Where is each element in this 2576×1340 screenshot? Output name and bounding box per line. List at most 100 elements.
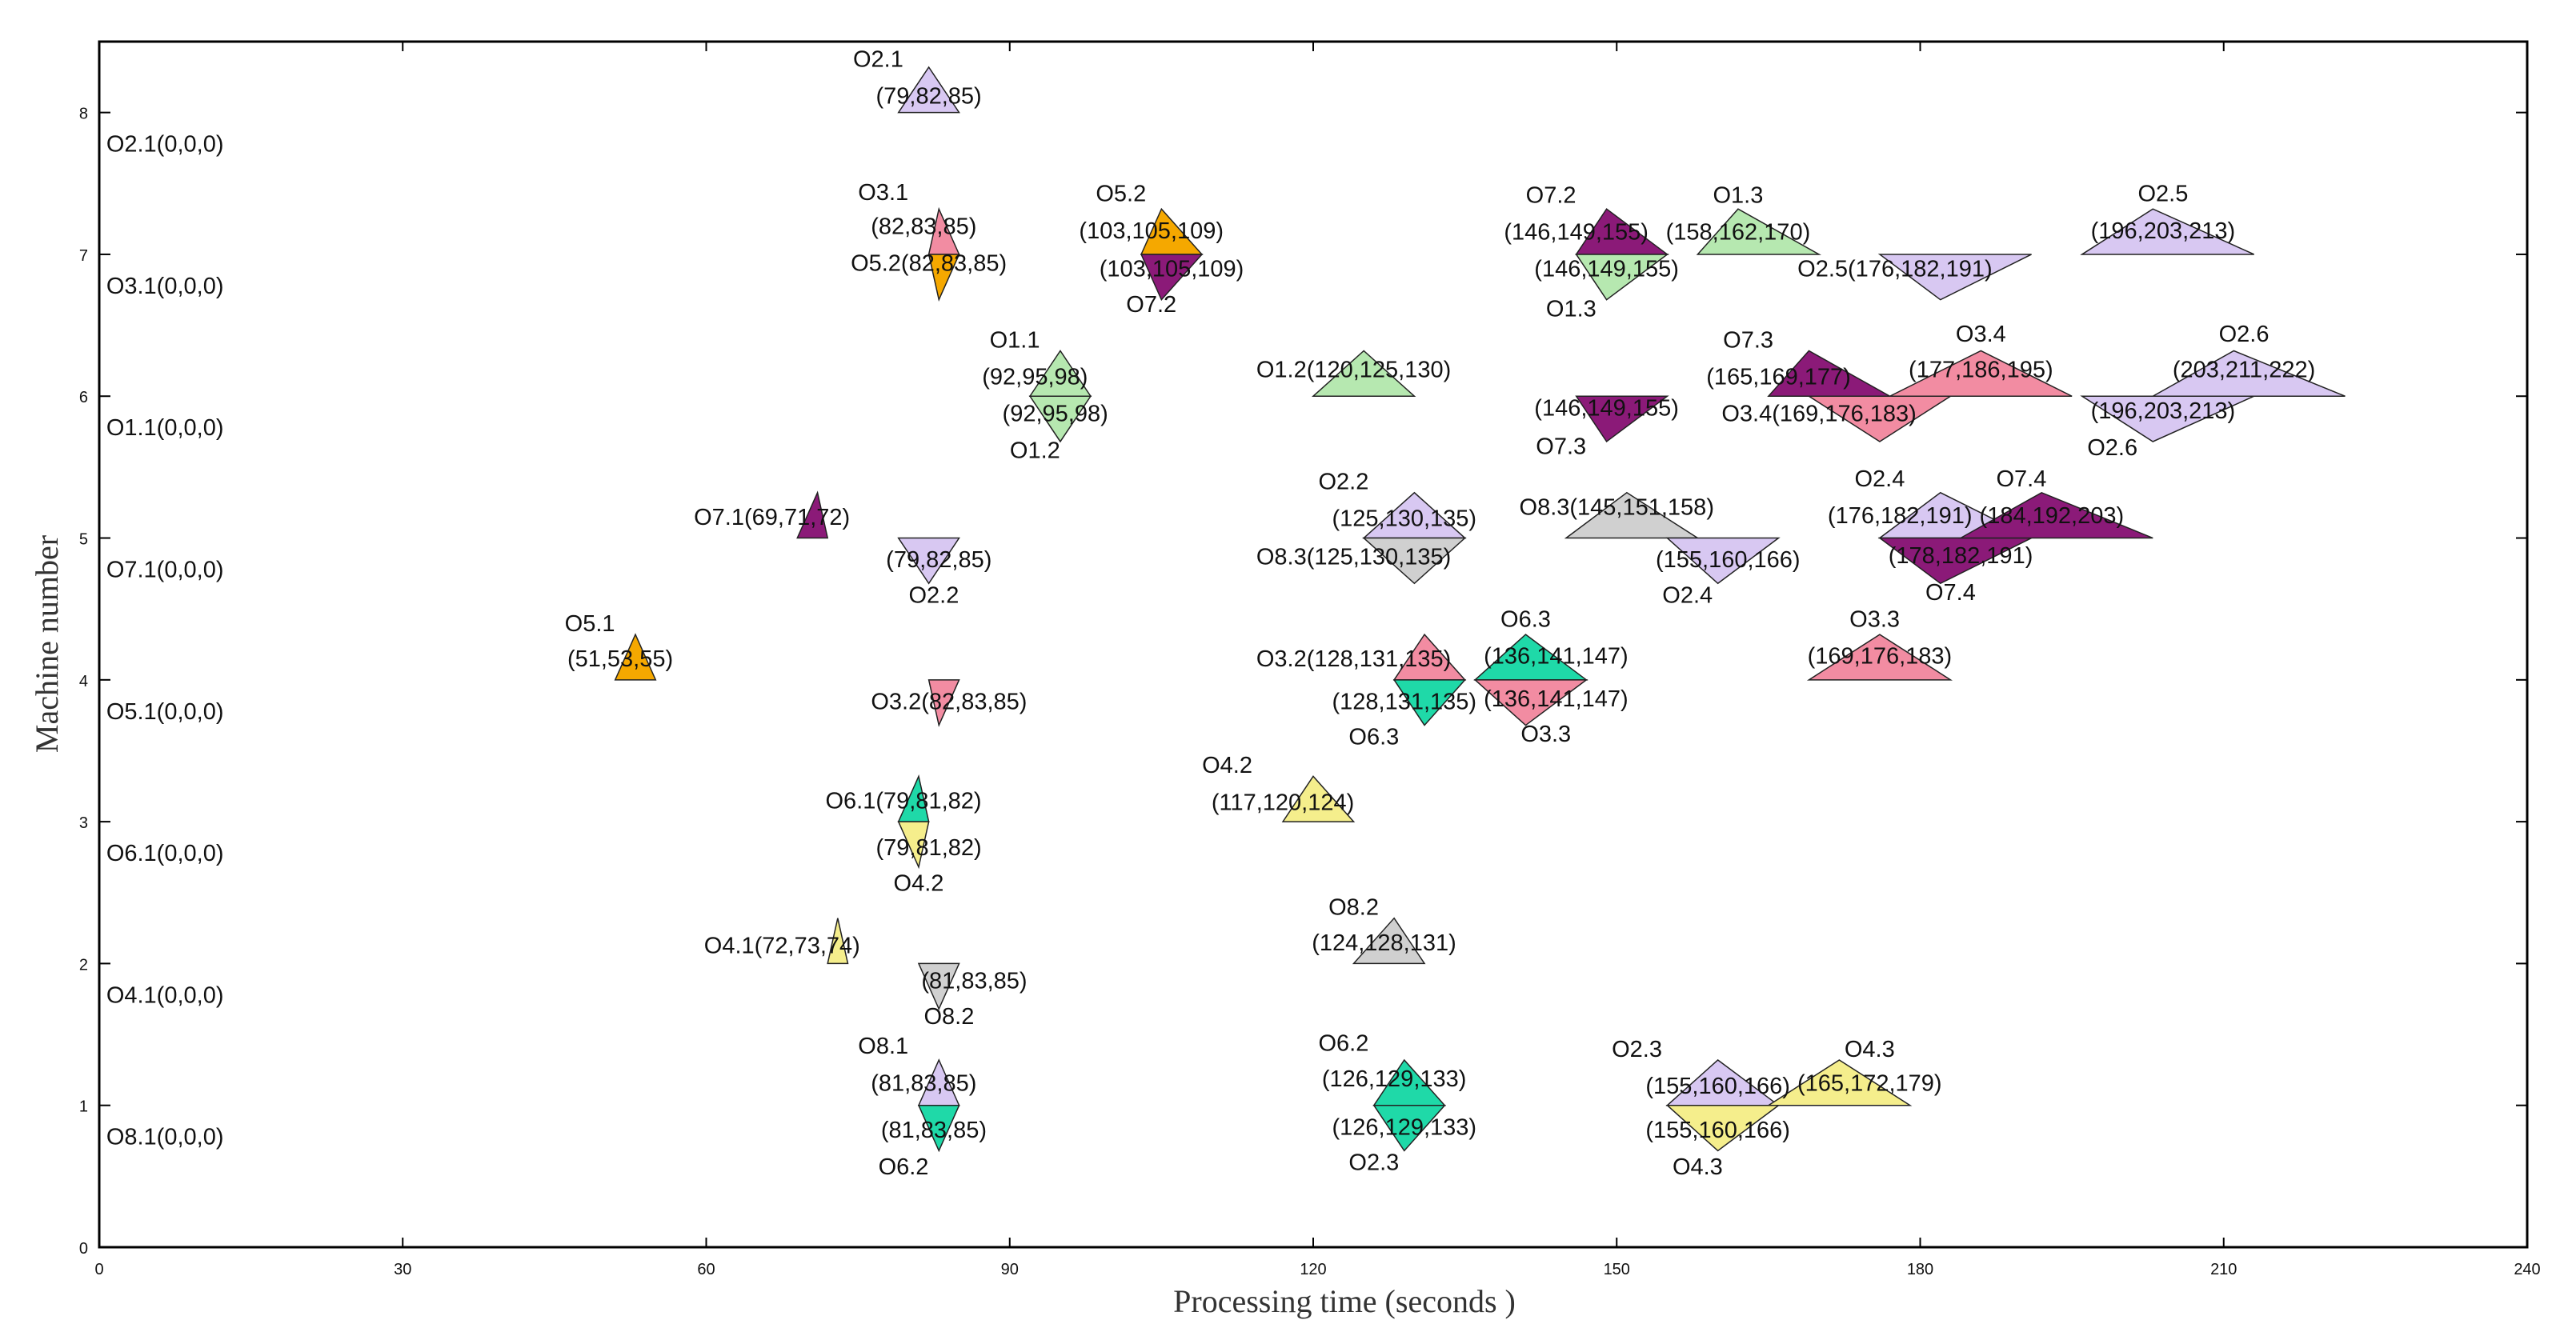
fuzzy-op-o3-2-down-29: [927, 679, 960, 727]
annotation-label: (178,182,191): [1889, 543, 2033, 569]
fuzzy-op-o2-4-down-24: [1665, 537, 1781, 585]
annotation-label: O7.2: [1526, 182, 1576, 208]
annotation-label: O6.2: [879, 1154, 929, 1180]
annotation-label: O2.1: [853, 46, 903, 72]
fuzzy-op-o8-3-down-22: [1362, 537, 1467, 585]
annotation-label: (128,131,135): [1332, 689, 1476, 714]
annotation-label: O2.5: [2137, 182, 2188, 207]
annotation-label: (117,120,124): [1212, 790, 1354, 815]
annotation-label: (155,160,166): [1645, 1118, 1790, 1143]
fuzzy-op-o6-3-down-31: [1392, 679, 1467, 726]
fuzzy-op-o8-2-up-40: [1352, 917, 1426, 965]
fuzzy-op-o8-3-up-23: [1564, 491, 1700, 539]
annotation-label: (196,203,213): [2091, 218, 2236, 244]
annotation-label: O7.4: [1996, 466, 2046, 492]
annotation-label: O5.1: [565, 611, 615, 637]
x-tick-label-0: 0: [94, 1261, 103, 1278]
annotation-label: O2.6: [2087, 435, 2137, 461]
annotation-label: O8.1(0,0,0): [106, 1125, 224, 1150]
fuzzy-op-o3-4-down-15: [1806, 395, 1953, 442]
annotation-label: (81,83,85): [921, 969, 1027, 994]
annotation-label: O8.2: [923, 1004, 974, 1030]
annotations: O2.1 (79,82,85) O2.1(0,0,0) O3.1 (82,83,85) O…: [106, 46, 2315, 1180]
axis-ticks: 0 30 60 90 120 150 180 210 240 0 1 2 3 4 5 6 7 8: [79, 42, 2541, 1278]
annotation-label: O4.2: [894, 870, 944, 896]
fuzzy-triangles: [614, 66, 2346, 1153]
annotation-label: O1.3: [1713, 182, 1764, 208]
fuzzy-op-o4-2-up-37: [1281, 775, 1356, 822]
annotation-label: (165,172,179): [1797, 1070, 1942, 1096]
y-tick-label-3: 3: [79, 814, 88, 832]
annotation-label: O2.6: [2219, 322, 2270, 347]
annotation-label: (176,182,191): [1828, 503, 1973, 529]
fuzzy-op-o4-3-up-47: [1766, 1059, 1913, 1106]
annotation-label: O3.4: [1956, 322, 2006, 347]
x-tick-label-60: 60: [697, 1261, 715, 1278]
x-tick-label-240: 240: [2514, 1261, 2540, 1278]
fuzzy-op-o4-2-down-36: [897, 821, 930, 870]
fuzzy-op-o2-2-down-20: [897, 537, 960, 585]
x-tick-label-30: 30: [394, 1261, 411, 1278]
annotation-label: O8.2: [1328, 894, 1379, 920]
annotation-label: (184,192,203): [1980, 503, 2125, 529]
annotation-label: O1.1: [990, 327, 1040, 353]
annotation-label: (146,149,155): [1534, 257, 1679, 282]
annotation-label: O3.4(169,176,183): [1721, 402, 1916, 427]
fuzzy-op-o5-2-down-2: [927, 254, 960, 302]
annotation-label: O6.3: [1500, 607, 1551, 633]
annotation-label: O6.1(0,0,0): [106, 841, 224, 866]
annotation-label: (177,186,195): [1909, 358, 2053, 383]
x-tick-label-120: 120: [1300, 1261, 1326, 1278]
fuzzy-op-o3-3-down-33: [1473, 679, 1588, 726]
annotation-label: O2.2: [1318, 470, 1368, 495]
annotation-label: O6.2: [1318, 1031, 1368, 1057]
annotation-label: O8.3(145,151,158): [1520, 495, 1714, 521]
fuzzy-op-o1-3-up-7: [1696, 208, 1821, 255]
annotation-label: O2.3: [1348, 1150, 1399, 1176]
annotation-label: O4.1(72,73,74): [704, 933, 860, 958]
annotation-label: (103,105,109): [1079, 218, 1224, 244]
y-tick-label-7: 7: [79, 247, 88, 265]
annotation-label: O1.1(0,0,0): [106, 415, 224, 441]
y-tick-label-8: 8: [79, 106, 88, 123]
fuzzy-op-o7-2-down-4: [1140, 254, 1204, 302]
annotation-label: (169,176,183): [1808, 644, 1953, 670]
annotation-label: (155,160,166): [1656, 547, 1801, 573]
fuzzy-op-o2-1-up-0: [897, 66, 960, 114]
annotation-label: O6.3: [1348, 725, 1399, 750]
annotation-label: O3.2(82,83,85): [871, 689, 1027, 714]
annotation-label: O3.3: [1849, 607, 1900, 633]
annotation-label: O5.2: [1096, 182, 1146, 207]
annotation-label: O5.1(0,0,0): [106, 699, 224, 725]
annotation-label: O2.3: [1612, 1037, 1662, 1062]
y-tick-label-2: 2: [79, 956, 88, 974]
fuzzy-op-o1-2-up-12: [1312, 350, 1416, 397]
fuzzy-op-o2-5-down-8: [1877, 254, 2032, 301]
annotation-label: (81,83,85): [881, 1118, 987, 1143]
annotation-label: O7.1(69,71,72): [694, 505, 850, 530]
fuzzy-op-o7-4-up-27: [1958, 491, 2153, 539]
annotation-label: (103,105,109): [1100, 257, 1244, 282]
annotation-label: O4.3: [1673, 1154, 1723, 1180]
annotation-label: O1.2(120,125,130): [1256, 358, 1451, 383]
annotation-label: O1.2: [1010, 438, 1060, 464]
annotation-label: O8.1: [858, 1034, 908, 1059]
fuzzy-op-o3-3-up-34: [1806, 634, 1953, 681]
fuzzy-op-o8-2-down-39: [917, 962, 960, 1010]
annotation-label: (125,130,135): [1332, 506, 1476, 532]
annotation-label: (79,82,85): [886, 547, 992, 573]
annotation-label: (146,149,155): [1504, 220, 1649, 246]
y-tick-label-4: 4: [79, 673, 88, 690]
fuzzy-op-o2-3-down-44: [1372, 1104, 1447, 1152]
annotation-label: O7.3: [1536, 434, 1586, 459]
annotation-label: O2.2: [909, 582, 959, 608]
annotation-label: (51,53,55): [567, 646, 673, 672]
x-axis-title: Processing time (seconds ): [1173, 1283, 1516, 1319]
annotation-label: O1.3: [1546, 296, 1596, 322]
annotation-label: (124,128,131): [1312, 930, 1456, 956]
annotation-label: O5.2(82,83,85): [851, 251, 1007, 277]
annotation-label: (92,95,98): [982, 364, 1088, 390]
annotation-label: (79,82,85): [876, 83, 982, 109]
annotation-label: O7.2: [1126, 292, 1176, 318]
fuzzy-op-o2-6-up-18: [2150, 350, 2346, 397]
